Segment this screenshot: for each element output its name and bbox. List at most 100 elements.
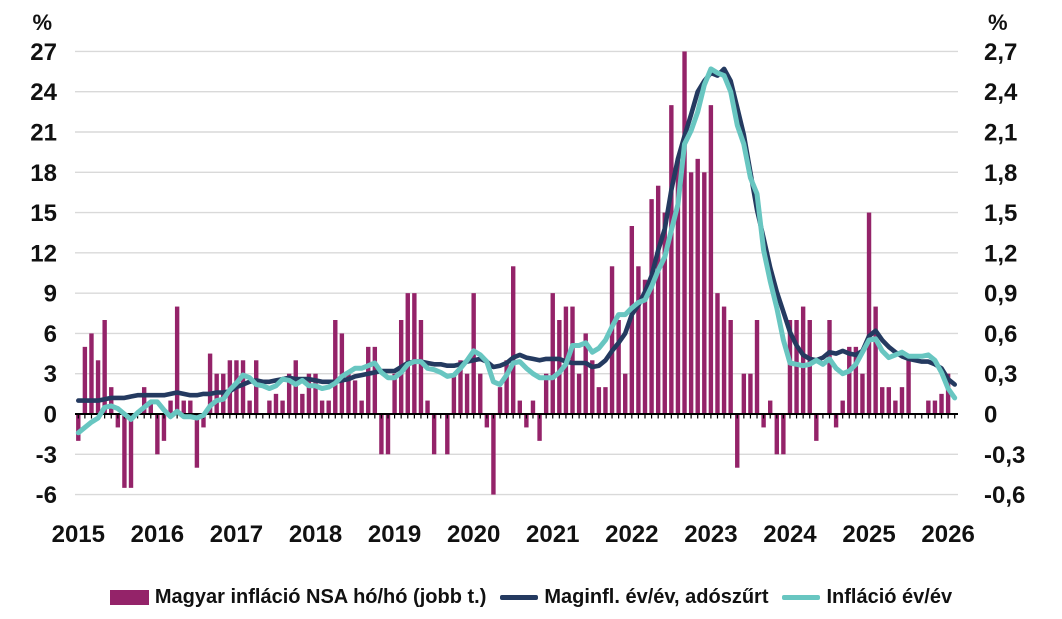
year-label: 2021 — [526, 521, 579, 548]
year-label: 2022 — [605, 521, 658, 548]
right-tick-label: 2,7 — [984, 39, 1017, 66]
bar — [781, 414, 786, 455]
year-label: 2016 — [131, 521, 184, 548]
bar — [385, 414, 391, 455]
zero-axis — [75, 413, 958, 419]
bar — [201, 414, 206, 428]
year-label: 2026 — [921, 521, 974, 548]
bar — [128, 414, 134, 488]
legend-item-headline: Infláció év/év — [782, 586, 952, 609]
year-label: 2025 — [842, 521, 895, 548]
bar — [115, 414, 121, 428]
bar — [860, 373, 865, 414]
bar — [313, 373, 318, 414]
year-label: 2023 — [684, 521, 737, 548]
right-tick-label: 0,3 — [984, 361, 1017, 388]
right-axis-unit: % — [988, 10, 1008, 35]
line-swatch-icon — [782, 594, 821, 600]
bar — [886, 387, 892, 414]
left-tick-label: 15 — [30, 200, 57, 227]
left-tick-label: 0 — [44, 402, 57, 429]
bar — [497, 387, 503, 414]
bar — [814, 414, 819, 441]
line-swatch-icon — [500, 594, 539, 600]
bar — [748, 373, 753, 414]
bar — [524, 414, 529, 428]
bar — [537, 414, 542, 441]
bar — [794, 320, 799, 414]
bar — [669, 105, 674, 414]
bar — [880, 387, 885, 414]
bar — [616, 320, 621, 414]
bar — [148, 400, 153, 414]
year-label: 2017 — [210, 521, 263, 548]
bar — [767, 400, 773, 414]
bar — [168, 400, 173, 414]
bar — [847, 346, 852, 414]
left-tick-label: 9 — [44, 281, 57, 308]
headline-inflation-line — [75, 66, 958, 436]
bar — [267, 400, 272, 414]
chart-canvas: 27 24 21 18 15 12 9 6 3 0 -3 -6 2,7 2,4 2,1 1,8 1,5 1,2 0,… — [30, 10, 1025, 548]
bar — [754, 320, 760, 414]
bar — [247, 400, 252, 414]
bar — [352, 380, 358, 414]
bar — [530, 400, 536, 414]
bar — [945, 373, 951, 414]
bar — [570, 306, 575, 414]
left-tick-label: 18 — [30, 160, 57, 187]
x-axis-labels: 2015 2016 2017 2018 2019 2020 2021 2022 2023 2024… — [52, 521, 975, 548]
bar — [840, 400, 845, 414]
year-label: 2018 — [289, 521, 342, 548]
bar — [293, 360, 298, 414]
bar — [445, 414, 450, 455]
bar — [761, 414, 766, 428]
bar — [418, 320, 424, 414]
bar — [504, 360, 509, 414]
bar — [273, 393, 279, 414]
bar — [82, 346, 88, 414]
right-tick-label: 1,5 — [984, 200, 1017, 227]
bar — [675, 158, 681, 414]
bar — [181, 400, 186, 414]
bar — [787, 320, 793, 414]
bar — [853, 346, 859, 414]
bar — [662, 212, 667, 414]
bar — [254, 360, 259, 414]
bar — [122, 414, 127, 488]
bar — [188, 400, 193, 414]
year-label: 2020 — [447, 521, 500, 548]
bar — [655, 185, 661, 414]
bar — [682, 51, 687, 414]
gridlines — [75, 50, 958, 496]
right-tick-label: 0 — [984, 402, 997, 429]
right-tick-label: 2,4 — [984, 79, 1018, 106]
left-axis-unit: % — [32, 10, 52, 35]
left-tick-label: 24 — [30, 79, 57, 106]
bar — [346, 373, 351, 414]
bar — [405, 293, 410, 414]
bar — [866, 212, 872, 414]
bar — [688, 172, 694, 414]
bar — [141, 387, 147, 414]
bar — [543, 373, 549, 414]
bar — [511, 266, 516, 414]
bar — [286, 373, 292, 414]
bar — [576, 373, 582, 414]
bar — [484, 414, 490, 428]
bar — [609, 266, 615, 414]
bar — [89, 333, 94, 414]
left-tick-label: 12 — [30, 240, 57, 267]
bar — [873, 306, 878, 414]
bar — [464, 373, 470, 414]
bar — [939, 393, 944, 414]
bar — [517, 400, 522, 414]
bar — [833, 414, 839, 428]
bar — [478, 373, 483, 414]
left-tick-label: 27 — [30, 39, 57, 66]
bar — [109, 387, 114, 414]
bar — [240, 360, 246, 414]
bar — [906, 360, 911, 414]
bar-series — [76, 51, 951, 495]
bar — [721, 306, 727, 414]
